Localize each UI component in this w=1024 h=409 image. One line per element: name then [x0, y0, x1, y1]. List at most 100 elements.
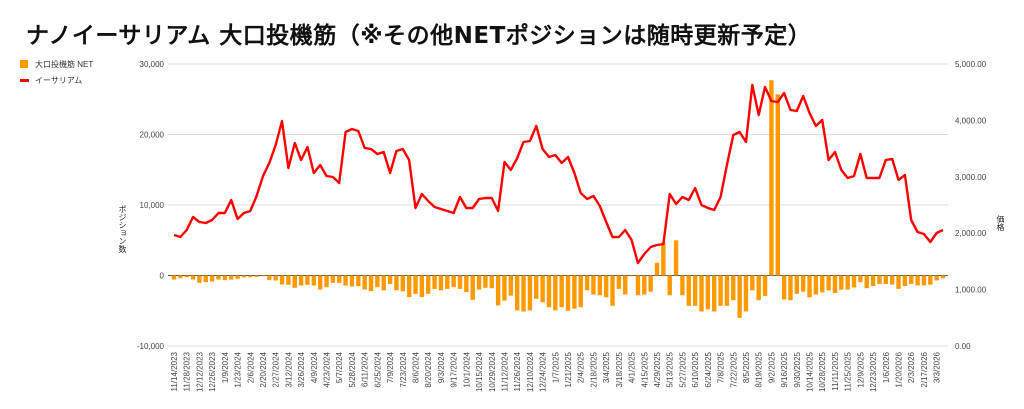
bar [896, 275, 901, 289]
bar [171, 275, 177, 280]
y-right-tick-label: 2,000.00 [955, 229, 987, 238]
bar [317, 275, 323, 290]
y-left-tick-label: 30,000 [140, 60, 165, 69]
bar [305, 275, 310, 285]
x-tick-label: 3/3/2026 [933, 351, 942, 383]
bar [578, 275, 583, 308]
bar [184, 275, 189, 278]
x-tick-label: 5/27/2025 [678, 351, 687, 387]
bar [489, 275, 494, 289]
bar [368, 275, 374, 292]
bar [241, 275, 247, 278]
chart-title: ナノイーサリアム 大口投機筋（※その他NETポジションは随時更新予定） [26, 23, 812, 49]
bar [248, 275, 253, 278]
x-tick-label: 10/29/2024 [488, 351, 497, 392]
y-right-tick-label: 4,000.00 [955, 116, 987, 125]
bar [387, 275, 393, 284]
bar [718, 275, 723, 306]
bar [495, 275, 501, 306]
bar [470, 275, 475, 300]
bar [870, 275, 876, 287]
bar [623, 275, 628, 295]
bar [934, 275, 939, 281]
bar [190, 275, 196, 280]
x-tick-label: 1/21/2025 [564, 351, 573, 387]
x-tick-label: 12/26/2023 [208, 351, 217, 392]
bar [400, 275, 405, 292]
y-axis-right-title: 価格 [996, 215, 1005, 231]
x-tick-label: 1/9/2024 [221, 351, 230, 383]
bar [330, 275, 336, 283]
bar [311, 275, 317, 286]
bar [324, 275, 329, 288]
x-tick-label: 10/14/2025 [806, 351, 815, 392]
bar [724, 275, 730, 306]
bar [680, 275, 685, 296]
x-tick-label: 12/10/2024 [526, 351, 535, 392]
bar [794, 275, 800, 294]
bar [527, 275, 533, 311]
bar [260, 275, 266, 277]
bar [553, 275, 558, 311]
bar [686, 275, 691, 306]
bar [737, 275, 742, 318]
legend: 大口投機筋 NET イーサリアム [20, 56, 93, 88]
bar [476, 275, 482, 290]
y-axis-left-title: ポジション数 [118, 205, 127, 253]
bar [521, 275, 526, 312]
legend-item-net[interactable]: 大口投機筋 NET [20, 56, 93, 72]
x-tick-label: 4/23/2024 [323, 351, 332, 387]
x-tick-label: 7/22/2025 [729, 351, 738, 387]
x-tick-label: 2/3/2026 [907, 351, 916, 383]
bar [642, 275, 647, 295]
x-tick-label: 2/18/2025 [589, 351, 598, 387]
x-tick-label: 4/15/2025 [640, 351, 649, 387]
bar [940, 275, 946, 279]
x-tick-label: 3/4/2025 [602, 351, 611, 383]
x-tick-label: 12/12/2023 [195, 351, 204, 392]
legend-item-eth[interactable]: イーサリアム [20, 72, 93, 88]
x-tick-label: 7/9/2024 [386, 351, 395, 383]
x-tick-label: 8/19/2025 [755, 351, 764, 387]
x-tick-label: 9/30/2025 [793, 351, 802, 387]
bar [743, 275, 749, 312]
bar [915, 275, 920, 286]
x-tick-label: 12/24/2024 [539, 351, 548, 392]
bar [514, 275, 520, 311]
x-tick-label: 1/7/2025 [551, 351, 560, 383]
x-tick-label: 10/28/2025 [818, 351, 827, 392]
x-tick-label: 1/6/2026 [882, 351, 891, 383]
x-tick-label: 11/14/2023 [170, 351, 179, 391]
bar [254, 275, 259, 277]
bar [788, 275, 793, 301]
bar [362, 275, 367, 290]
x-tick-label: 2/20/2024 [259, 351, 268, 387]
x-tick-label: 2/17/2026 [920, 351, 929, 387]
bar [228, 275, 234, 280]
bar [235, 275, 240, 279]
x-tick-label: 2/6/2024 [246, 351, 255, 383]
bar [584, 275, 590, 291]
x-tick-label: 3/12/2024 [284, 351, 293, 387]
bar [394, 275, 399, 291]
bar [413, 275, 418, 294]
y-right-tick-label: 3,000.00 [955, 173, 987, 182]
x-tick-label: 4/1/2025 [628, 351, 637, 383]
x-tick-label: 9/2/2025 [767, 351, 776, 383]
bar [406, 275, 412, 298]
bar [419, 275, 425, 298]
x-tick-label: 4/29/2025 [653, 351, 662, 387]
x-tick-label: 3/26/2024 [297, 351, 306, 387]
bar [597, 275, 603, 296]
bar [209, 275, 215, 282]
bar [610, 275, 615, 306]
bar [616, 275, 622, 289]
y-left-tick-label: 10,000 [140, 201, 165, 210]
x-tick-label: 11/12/2024 [500, 351, 509, 391]
bar [667, 275, 672, 296]
bar [750, 275, 755, 291]
bar [546, 275, 552, 308]
bar [197, 275, 202, 283]
bar [839, 275, 844, 290]
y-left-tick-label: -10,000 [137, 342, 165, 351]
